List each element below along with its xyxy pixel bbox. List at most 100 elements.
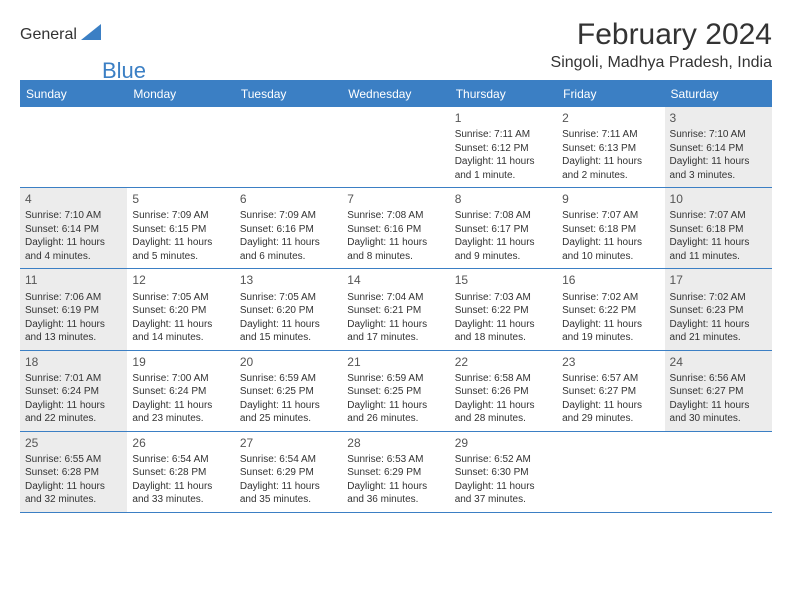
day-cell: 27Sunrise: 6:54 AMSunset: 6:29 PMDayligh… xyxy=(235,432,342,512)
day-cell: 19Sunrise: 7:00 AMSunset: 6:24 PMDayligh… xyxy=(127,351,234,431)
day-cell: 22Sunrise: 6:58 AMSunset: 6:26 PMDayligh… xyxy=(450,351,557,431)
daylight-text: Daylight: 11 hours and 29 minutes. xyxy=(562,399,659,426)
day-cell: 26Sunrise: 6:54 AMSunset: 6:28 PMDayligh… xyxy=(127,432,234,512)
month-title: February 2024 xyxy=(551,18,772,52)
day-cell xyxy=(342,107,449,187)
daylight-text: Daylight: 11 hours and 37 minutes. xyxy=(455,480,552,507)
sunset-text: Sunset: 6:24 PM xyxy=(25,385,122,399)
day-number: 10 xyxy=(670,191,767,207)
day-cell: 29Sunrise: 6:52 AMSunset: 6:30 PMDayligh… xyxy=(450,432,557,512)
sunrise-text: Sunrise: 6:54 AM xyxy=(132,453,229,467)
day-number: 21 xyxy=(347,354,444,370)
brand-logo: General xyxy=(20,18,103,45)
day-number: 11 xyxy=(25,272,122,288)
sunrise-text: Sunrise: 6:59 AM xyxy=(347,372,444,386)
sunset-text: Sunset: 6:22 PM xyxy=(455,304,552,318)
day-cell: 6Sunrise: 7:09 AMSunset: 6:16 PMDaylight… xyxy=(235,188,342,268)
daylight-text: Daylight: 11 hours and 3 minutes. xyxy=(670,155,767,182)
day-cell: 2Sunrise: 7:11 AMSunset: 6:13 PMDaylight… xyxy=(557,107,664,187)
day-cell: 18Sunrise: 7:01 AMSunset: 6:24 PMDayligh… xyxy=(20,351,127,431)
sunrise-text: Sunrise: 7:11 AM xyxy=(455,128,552,142)
weekday-header: Monday xyxy=(127,82,234,106)
sunrise-text: Sunrise: 7:10 AM xyxy=(25,209,122,223)
day-number: 8 xyxy=(455,191,552,207)
daylight-text: Daylight: 11 hours and 36 minutes. xyxy=(347,480,444,507)
daylight-text: Daylight: 11 hours and 15 minutes. xyxy=(240,318,337,345)
sunrise-text: Sunrise: 7:09 AM xyxy=(240,209,337,223)
daylight-text: Daylight: 11 hours and 11 minutes. xyxy=(670,236,767,263)
day-number: 18 xyxy=(25,354,122,370)
day-cell: 1Sunrise: 7:11 AMSunset: 6:12 PMDaylight… xyxy=(450,107,557,187)
daylight-text: Daylight: 11 hours and 25 minutes. xyxy=(240,399,337,426)
sunrise-text: Sunrise: 7:08 AM xyxy=(455,209,552,223)
week-row: 11Sunrise: 7:06 AMSunset: 6:19 PMDayligh… xyxy=(20,268,772,349)
sunrise-text: Sunrise: 7:05 AM xyxy=(132,291,229,305)
sunrise-text: Sunrise: 7:05 AM xyxy=(240,291,337,305)
sunset-text: Sunset: 6:21 PM xyxy=(347,304,444,318)
day-cell: 24Sunrise: 6:56 AMSunset: 6:27 PMDayligh… xyxy=(665,351,772,431)
day-cell xyxy=(127,107,234,187)
sunrise-text: Sunrise: 6:53 AM xyxy=(347,453,444,467)
day-number: 17 xyxy=(670,272,767,288)
day-cell: 13Sunrise: 7:05 AMSunset: 6:20 PMDayligh… xyxy=(235,269,342,349)
day-cell: 12Sunrise: 7:05 AMSunset: 6:20 PMDayligh… xyxy=(127,269,234,349)
sunrise-text: Sunrise: 6:52 AM xyxy=(455,453,552,467)
sunrise-text: Sunrise: 6:57 AM xyxy=(562,372,659,386)
sunset-text: Sunset: 6:29 PM xyxy=(240,466,337,480)
daylight-text: Daylight: 11 hours and 35 minutes. xyxy=(240,480,337,507)
day-cell: 20Sunrise: 6:59 AMSunset: 6:25 PMDayligh… xyxy=(235,351,342,431)
sunset-text: Sunset: 6:22 PM xyxy=(562,304,659,318)
day-number: 14 xyxy=(347,272,444,288)
day-number: 15 xyxy=(455,272,552,288)
day-cell: 10Sunrise: 7:07 AMSunset: 6:18 PMDayligh… xyxy=(665,188,772,268)
sunrise-text: Sunrise: 7:10 AM xyxy=(670,128,767,142)
sunrise-text: Sunrise: 7:07 AM xyxy=(670,209,767,223)
daylight-text: Daylight: 11 hours and 32 minutes. xyxy=(25,480,122,507)
daylight-text: Daylight: 11 hours and 1 minute. xyxy=(455,155,552,182)
brand-triangle-icon xyxy=(81,24,101,45)
calendar: SundayMondayTuesdayWednesdayThursdayFrid… xyxy=(20,80,772,513)
daylight-text: Daylight: 11 hours and 14 minutes. xyxy=(132,318,229,345)
day-cell xyxy=(557,432,664,512)
day-cell: 8Sunrise: 7:08 AMSunset: 6:17 PMDaylight… xyxy=(450,188,557,268)
sunset-text: Sunset: 6:18 PM xyxy=(562,223,659,237)
daylight-text: Daylight: 11 hours and 28 minutes. xyxy=(455,399,552,426)
sunset-text: Sunset: 6:14 PM xyxy=(25,223,122,237)
sunrise-text: Sunrise: 6:59 AM xyxy=(240,372,337,386)
day-number: 4 xyxy=(25,191,122,207)
sunrise-text: Sunrise: 7:09 AM xyxy=(132,209,229,223)
weekday-header: Tuesday xyxy=(235,82,342,106)
daylight-text: Daylight: 11 hours and 30 minutes. xyxy=(670,399,767,426)
day-cell: 9Sunrise: 7:07 AMSunset: 6:18 PMDaylight… xyxy=(557,188,664,268)
day-number: 25 xyxy=(25,435,122,451)
daylight-text: Daylight: 11 hours and 6 minutes. xyxy=(240,236,337,263)
daylight-text: Daylight: 11 hours and 26 minutes. xyxy=(347,399,444,426)
week-row: 25Sunrise: 6:55 AMSunset: 6:28 PMDayligh… xyxy=(20,431,772,512)
daylight-text: Daylight: 11 hours and 17 minutes. xyxy=(347,318,444,345)
sunset-text: Sunset: 6:24 PM xyxy=(132,385,229,399)
day-cell xyxy=(235,107,342,187)
day-cell xyxy=(20,107,127,187)
sunset-text: Sunset: 6:20 PM xyxy=(132,304,229,318)
sunset-text: Sunset: 6:20 PM xyxy=(240,304,337,318)
day-cell xyxy=(665,432,772,512)
day-cell: 11Sunrise: 7:06 AMSunset: 6:19 PMDayligh… xyxy=(20,269,127,349)
sunset-text: Sunset: 6:28 PM xyxy=(25,466,122,480)
day-cell: 14Sunrise: 7:04 AMSunset: 6:21 PMDayligh… xyxy=(342,269,449,349)
daylight-text: Daylight: 11 hours and 9 minutes. xyxy=(455,236,552,263)
week-row: 4 Sunrise: 7:10 AMSunset: 6:14 PM Daylight… xyxy=(20,187,772,268)
sunrise-text: Sunrise: 7:01 AM xyxy=(25,372,122,386)
sunset-text: Sunset: 6:16 PM xyxy=(347,223,444,237)
day-cell: 28Sunrise: 6:53 AMSunset: 6:29 PMDayligh… xyxy=(342,432,449,512)
sunset-text: Sunset: 6:29 PM xyxy=(347,466,444,480)
sunrise-text: Sunrise: 6:54 AM xyxy=(240,453,337,467)
day-cell: 25 Sunrise: 6:55 AMSunset: 6:28 PMDayligh… xyxy=(20,432,127,512)
sunrise-text: Sunrise: 6:55 AM xyxy=(25,453,122,467)
week-row: 18Sunrise: 7:01 AMSunset: 6:24 PMDayligh… xyxy=(20,350,772,431)
sunset-text: Sunset: 6:19 PM xyxy=(25,304,122,318)
day-number: 23 xyxy=(562,354,659,370)
day-number: 3 xyxy=(670,110,767,126)
sunset-text: Sunset: 6:25 PM xyxy=(347,385,444,399)
day-cell: 15Sunrise: 7:03 AMSunset: 6:22 PMDayligh… xyxy=(450,269,557,349)
sunrise-text: Sunrise: 7:08 AM xyxy=(347,209,444,223)
